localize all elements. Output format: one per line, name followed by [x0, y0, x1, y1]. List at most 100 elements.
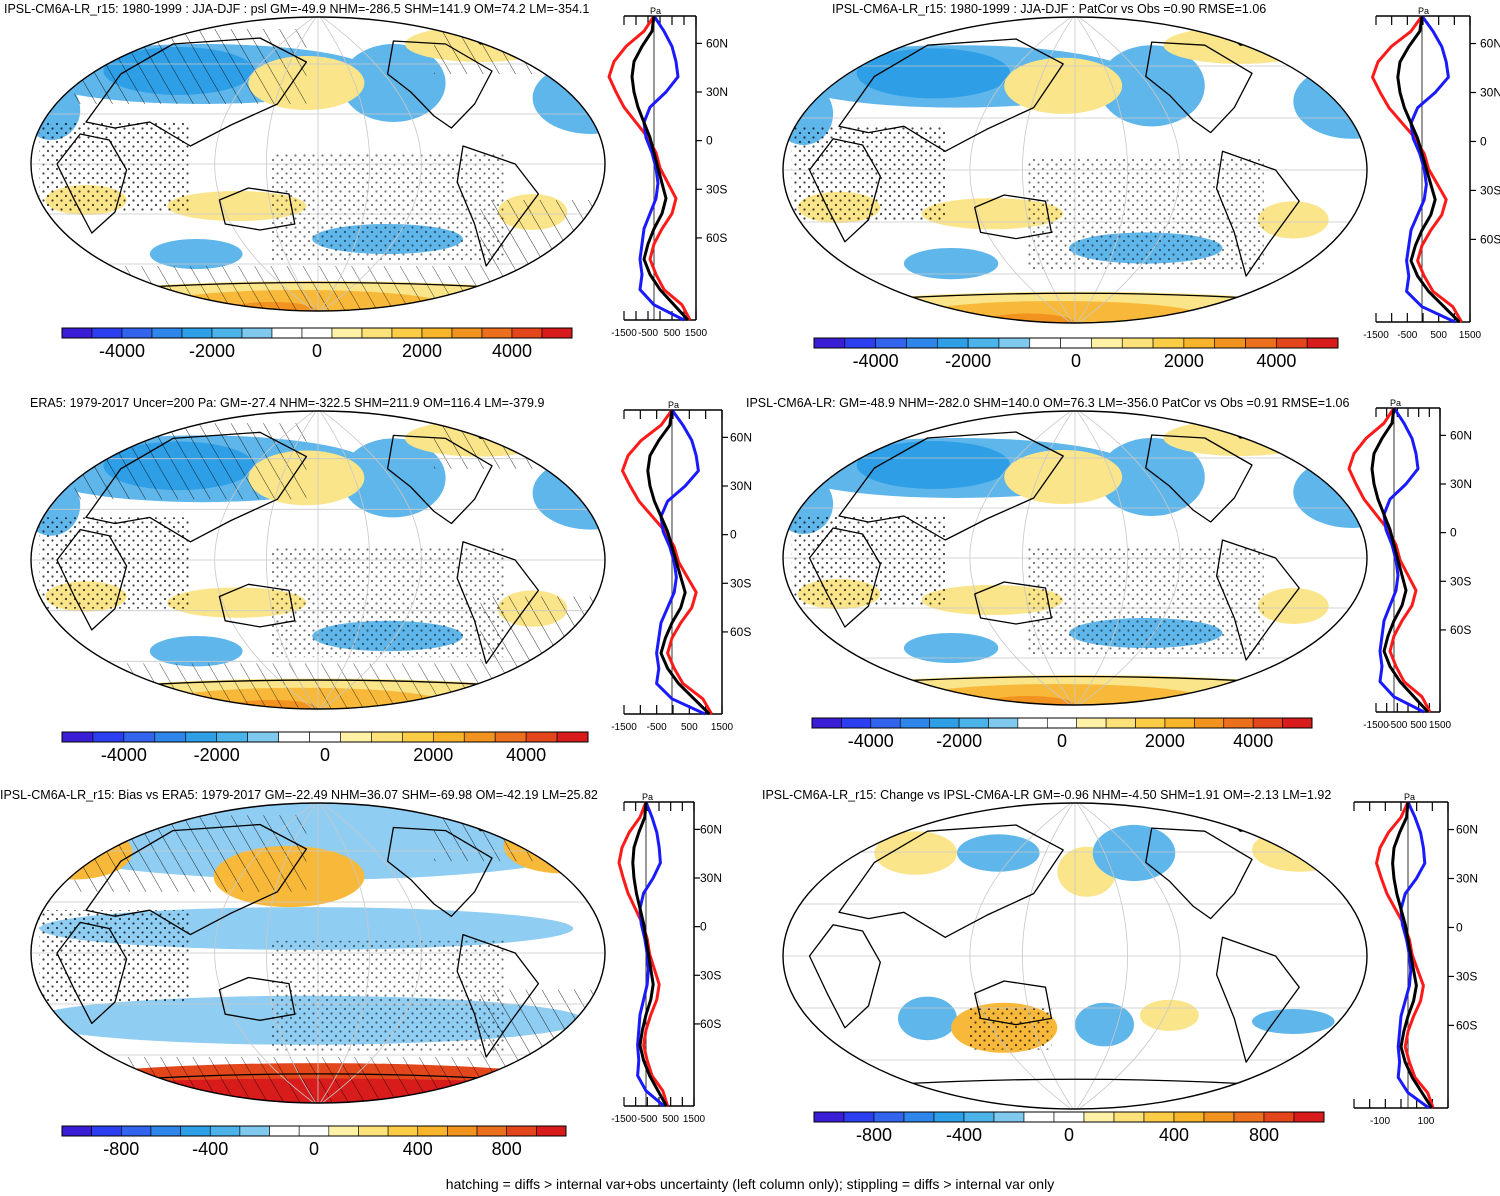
colorbar-segment — [91, 1125, 122, 1137]
profile-unit-label: Pa — [668, 400, 679, 410]
coastline-australia — [218, 583, 296, 628]
colorbar-frame — [811, 717, 1313, 729]
colorbar-frame — [813, 337, 1339, 349]
profile-lat-label: 60S — [700, 1017, 721, 1031]
colorbar-segment — [476, 1125, 508, 1137]
colorbar-label: -4000 — [101, 745, 147, 765]
figure-footnote: hatching = diffs > internal var+obs unce… — [445, 1176, 1055, 1192]
colorbar-segment — [271, 327, 303, 339]
stipple-region — [271, 547, 504, 658]
profile-lat-label: 60S — [1456, 1018, 1477, 1032]
panel-4-colorbar: -4000 -2000 0 2000 4000 — [811, 717, 1313, 751]
colorbar-segment — [903, 1111, 935, 1123]
colorbar-segment — [556, 731, 589, 743]
profile-x-label: 1500 — [711, 722, 734, 733]
profile-lat-label: 30S — [730, 576, 751, 590]
graticule-meridian — [1074, 411, 1181, 705]
colorbar-segment — [525, 731, 558, 743]
colorbar-segment — [870, 717, 901, 729]
graticule-meridian — [317, 17, 422, 311]
graticule-meridian — [266, 411, 319, 709]
profile-x-label: 500 — [1430, 330, 1447, 341]
colorbar-segment — [432, 731, 465, 743]
coastline-south-america — [456, 145, 540, 267]
map-content — [31, 17, 605, 311]
map-border — [782, 410, 1368, 706]
colorbar-segment — [123, 731, 156, 743]
colorbar-segment — [241, 327, 273, 339]
hatch-region — [74, 423, 307, 500]
colorbar-segment — [1046, 717, 1077, 729]
colorbar-segment — [899, 717, 930, 729]
colorbar-segment — [216, 731, 248, 743]
profile-lat-label: 60N — [1480, 37, 1500, 51]
profile-line-black — [631, 801, 668, 1107]
stipple-region — [271, 152, 504, 260]
strong-low-asia — [856, 441, 1011, 489]
profile-lat-label: 30N — [700, 871, 722, 885]
colorbar-frame — [61, 731, 589, 743]
profile-lat-label: 30N — [706, 85, 728, 99]
coastline-africa — [56, 921, 128, 1025]
profile-line-red — [621, 409, 713, 715]
colorbar-label: 4000 — [506, 745, 546, 765]
coastline-north-america — [386, 826, 493, 917]
colorbar-frame — [61, 1125, 567, 1137]
profile-lat-label: 30S — [1480, 183, 1500, 197]
graticule-meridian — [1074, 803, 1128, 1109]
coastline-australia — [974, 581, 1053, 625]
hatch-region — [434, 20, 597, 74]
colorbar-label: -2000 — [194, 745, 240, 765]
profile-lat-label: 30S — [706, 182, 727, 196]
panel-6-map — [782, 802, 1368, 1110]
coastline-north-america — [1145, 41, 1253, 134]
map-content — [783, 17, 1367, 323]
coastline-north-america — [1145, 434, 1253, 523]
profile-lat-label: 60S — [1450, 623, 1471, 637]
panel-6-colorbar: -800 -400 0 400 800 — [813, 1111, 1325, 1145]
coastline-africa — [56, 133, 128, 234]
profile-lat-label: 60S — [706, 231, 727, 245]
colorbar-segment — [988, 717, 1019, 729]
colorbar-segment — [1203, 1111, 1235, 1123]
colorbar-label: 0 — [309, 1139, 319, 1159]
panel-3-colorbar: -4000 -2000 0 2000 4000 — [61, 731, 589, 765]
hatch-region — [480, 200, 605, 266]
map-content — [31, 803, 605, 1103]
colorbar-segment — [1263, 1111, 1295, 1123]
graticule-meridian — [969, 411, 1076, 705]
colorbar-segment — [958, 717, 989, 729]
colorbar-label: -800 — [103, 1139, 139, 1159]
profile-lat-label: 0 — [706, 134, 713, 148]
low-pressure-south-indian — [903, 248, 999, 280]
stipple-region — [39, 910, 191, 1002]
coastline-south-america — [1215, 539, 1300, 661]
colorbar-segment — [481, 327, 513, 339]
colorbar-segment — [811, 717, 842, 729]
colorbar-segment — [813, 1111, 845, 1123]
colorbar-segment — [1113, 1111, 1145, 1123]
colorbar-segment — [936, 337, 969, 349]
profile-unit-label: Pa — [1418, 6, 1429, 16]
colorbar-segment — [61, 731, 94, 743]
colorbar-label: 2000 — [402, 341, 442, 361]
profile-line-black — [1370, 407, 1430, 714]
colorbar-segment — [1083, 1111, 1115, 1123]
colorbar-segment — [1173, 1111, 1205, 1123]
colorbar-segment — [239, 1125, 270, 1137]
panel-5-zonal-profile: Pa 60N 30N 0 30S 60S -1500 -500 500 1500 — [611, 792, 722, 1125]
colorbar-segment — [180, 1125, 211, 1137]
colorbar-segment — [61, 1125, 92, 1137]
colorbar-segment — [120, 1125, 152, 1137]
colorbar-segment — [1023, 1111, 1055, 1123]
profile-unit-label: Pa — [642, 792, 653, 802]
graticule-meridian — [1074, 17, 1128, 323]
map-content — [31, 411, 605, 709]
colorbar-segment — [1214, 337, 1246, 349]
colorbar-segment — [92, 731, 125, 743]
colorbar-segment — [1060, 337, 1092, 349]
colorbar-segment — [1076, 717, 1107, 729]
profile-line-black — [1391, 801, 1434, 1109]
graticule-meridian — [266, 17, 319, 311]
colorbar-segment — [1276, 337, 1308, 349]
